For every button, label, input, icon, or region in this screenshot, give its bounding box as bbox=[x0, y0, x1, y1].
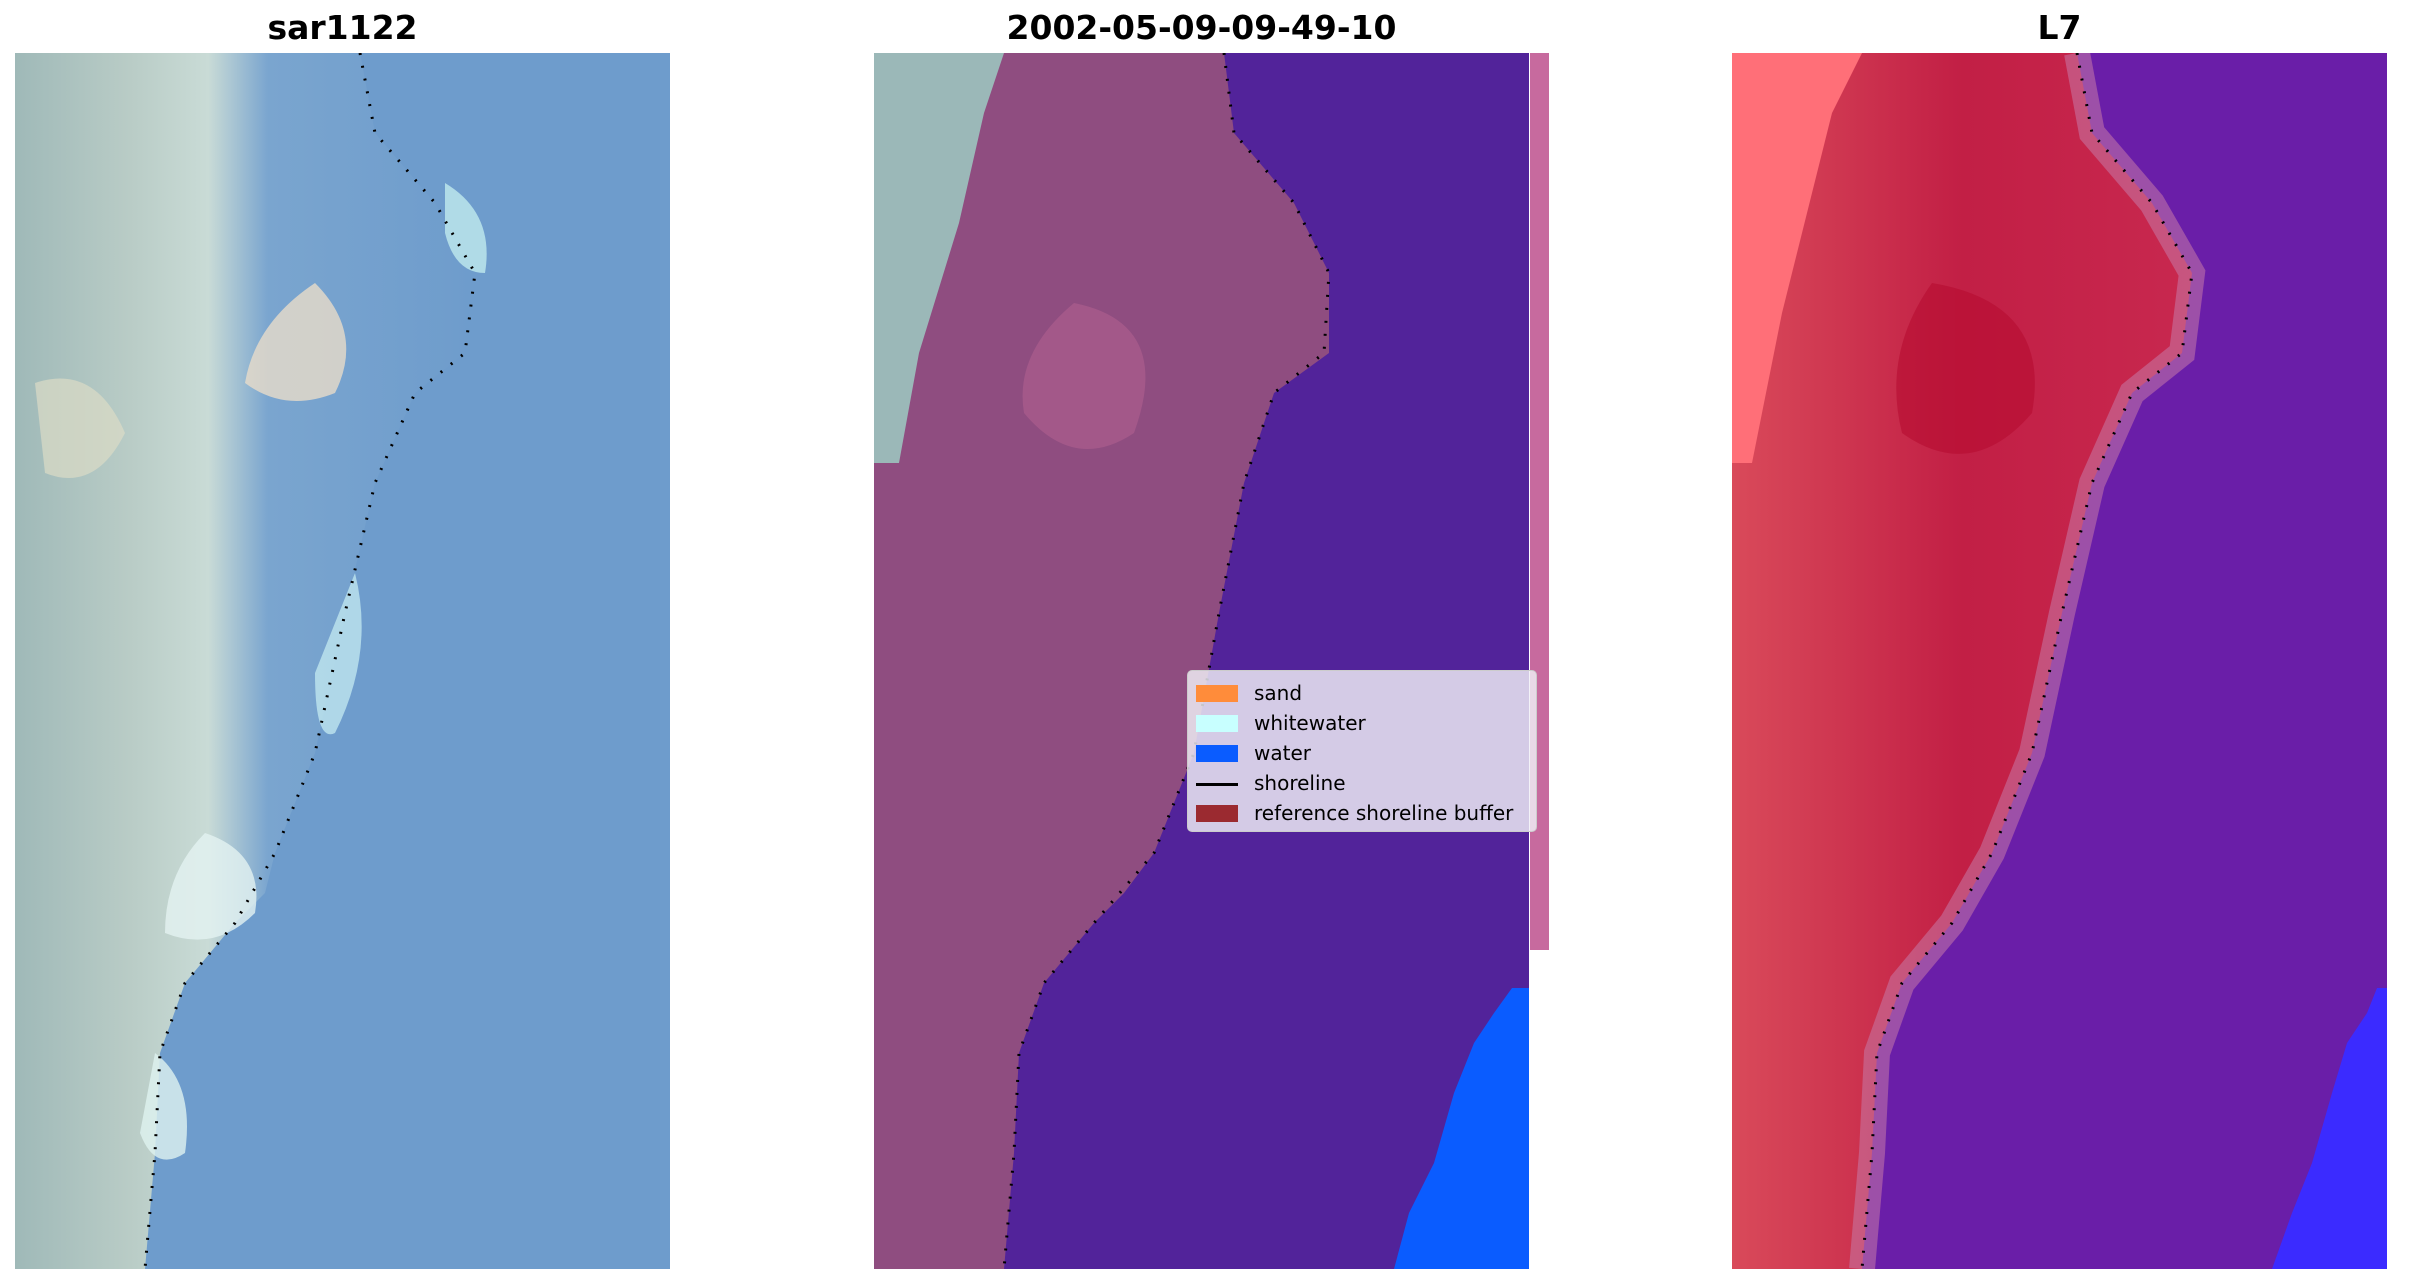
rgb-land-area bbox=[15, 53, 475, 1269]
rgb-whitewater-patch bbox=[140, 1053, 187, 1160]
legend-item-reference-buffer: reference shoreline buffer bbox=[1196, 801, 1513, 825]
legend-swatch-shoreline bbox=[1196, 782, 1238, 786]
panel-margin bbox=[2388, 53, 2407, 950]
legend-label: water bbox=[1254, 741, 1311, 765]
legend-label: shoreline bbox=[1254, 771, 1346, 795]
landsat-falsecolor-panel bbox=[1732, 53, 2407, 1269]
legend-swatch-sand bbox=[1196, 684, 1238, 702]
legend-item-shoreline: shoreline bbox=[1196, 771, 1346, 795]
legend-label: whitewater bbox=[1254, 711, 1366, 735]
classification-panel bbox=[874, 53, 1549, 1269]
classified-whitewater-area bbox=[874, 53, 1004, 463]
classified-water-pixels bbox=[1394, 988, 1529, 1269]
legend-item-water: water bbox=[1196, 741, 1311, 765]
falsecolor-shore-transition bbox=[1849, 53, 2206, 1269]
legend-label: sand bbox=[1254, 681, 1303, 705]
falsecolor-water-pixels bbox=[2272, 988, 2387, 1269]
panel-title-landsat: L7 bbox=[2037, 8, 2082, 47]
panel-title-rgb: sar1122 bbox=[267, 8, 418, 47]
rgb-bright-patch bbox=[35, 378, 125, 478]
legend-item-whitewater: whitewater bbox=[1196, 711, 1366, 735]
legend: sand whitewater water shoreline referenc… bbox=[1187, 670, 1537, 832]
classified-sand-tone bbox=[1022, 303, 1146, 449]
legend-swatch-whitewater bbox=[1196, 714, 1238, 732]
panel-title-classification: 2002-05-09-09-49-10 bbox=[1006, 8, 1397, 47]
rgb-whitewater-patch bbox=[445, 183, 487, 273]
legend-swatch-water bbox=[1196, 744, 1238, 762]
falsecolor-land-area bbox=[1732, 53, 2192, 1269]
legend-label: reference shoreline buffer bbox=[1254, 801, 1514, 825]
legend-item-sand: sand bbox=[1196, 681, 1302, 705]
shoreline-dotted-line bbox=[1002, 53, 1331, 1269]
falsecolor-dark-red-area bbox=[1896, 283, 2035, 454]
rgb-whitewater-patch bbox=[315, 573, 362, 735]
rgb-whitewater-patch bbox=[165, 833, 257, 940]
legend-swatch-reference-buffer bbox=[1196, 804, 1238, 822]
classified-land-overlay bbox=[874, 53, 1329, 1269]
falsecolor-bright-area bbox=[1732, 53, 1862, 463]
rgb-image-panel bbox=[15, 53, 670, 1269]
rgb-bright-sand bbox=[245, 283, 347, 401]
